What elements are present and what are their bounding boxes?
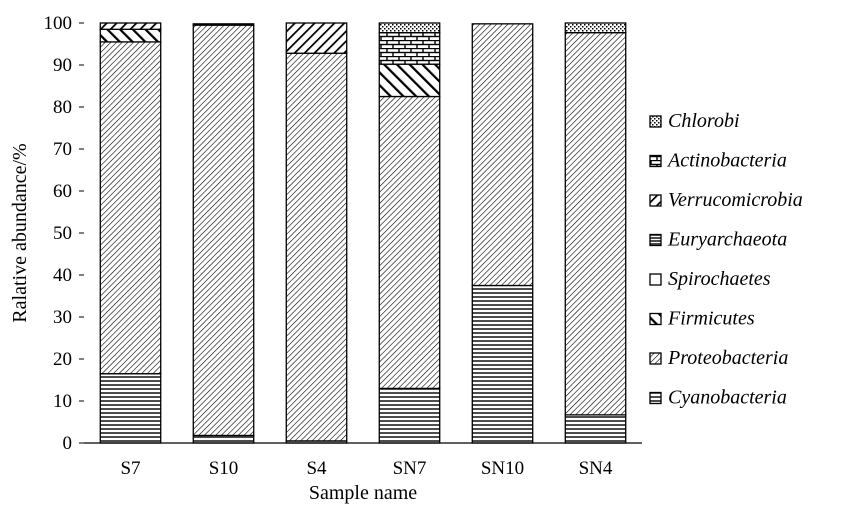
y-tick-label: 0 [63, 433, 73, 454]
bar-segment-verrucomicrobia-s4 [285, 22, 348, 54]
bar-segment-cyanobacteria-sn7 [378, 387, 441, 444]
legend-label-chlorobi: Chlorobi [668, 110, 740, 132]
bar-segment-cyanobacteria-sn10 [471, 284, 534, 444]
y-tick-label: 30 [53, 307, 72, 328]
y-tick-label: 50 [53, 223, 72, 244]
y-tick-label: 20 [53, 349, 72, 370]
bar-segment-verrucomicrobia-s10 [192, 23, 255, 26]
x-axis-title: Sample name [309, 482, 417, 504]
legend-swatch-cyanobacteria [649, 391, 662, 405]
x-tick-label-sn10: SN10 [481, 458, 524, 479]
y-tick-label: 100 [44, 13, 73, 34]
legend-swatch-actinobacteria [649, 154, 662, 168]
x-tick-label-sn4: SN4 [579, 458, 613, 479]
bar-segment-chlorobi-sn4 [564, 22, 627, 34]
legend-label-cyanobacteria: Cyanobacteria [668, 387, 787, 409]
bar-segment-proteobacteria-sn10 [471, 23, 534, 287]
x-tick-label-s4: S4 [306, 458, 327, 479]
legend-label-spirochaetes: Spirochaetes [668, 268, 771, 290]
bar-segment-cyanobacteria-s10 [192, 434, 255, 444]
legend-label-firmicutes: Firmicutes [667, 308, 755, 330]
x-axis-labels: S7 S10 S4 SN7 SN10 SN4 [120, 458, 612, 479]
legend-swatch-chlorobi [649, 115, 662, 128]
legend-swatch-euryarchaeota [649, 233, 662, 247]
y-axis-title: Ralative abundance/% [9, 143, 31, 322]
y-tick-label: 10 [53, 391, 72, 412]
legend-swatch-firmicutes [649, 312, 662, 326]
legend-swatch-verrucomicrobia [649, 194, 662, 207]
legend-label-euryarchaeota: Euryarchaeota [667, 229, 787, 251]
x-tick-label-s10: S10 [209, 458, 239, 479]
bar-segment-proteobacteria-s10 [192, 24, 255, 437]
bar-segment-chlorobi-sn7 [378, 22, 441, 34]
y-tick-label: 90 [53, 55, 72, 76]
legend-swatch-spirochaetes [649, 273, 662, 286]
bar-segment-actinobacteria-sn7 [378, 32, 441, 65]
bar-segment-verrucomicrobia-s7 [99, 22, 162, 30]
x-tick-label-sn7: SN7 [393, 458, 427, 479]
legend-swatch-proteobacteria [649, 352, 662, 365]
bar-segment-proteobacteria-s4 [285, 52, 348, 442]
legend-label-verrucomicrobia: Verrucomicrobia [668, 189, 803, 211]
y-axis-ticks: 0 10 20 30 40 50 60 70 80 90 100 [44, 13, 84, 454]
y-tick-label: 70 [53, 139, 72, 160]
legend-label-actinobacteria: Actinobacteria [666, 150, 787, 172]
legend: Chlorobi Actinobacteria Verrucomicrobia Eur… [649, 110, 803, 409]
bar-segment-firmicutes-s7 [99, 28, 162, 43]
y-tick-label: 40 [53, 265, 72, 286]
y-tick-label: 60 [53, 181, 72, 202]
x-tick-label-s7: S7 [120, 458, 140, 479]
bar-segment-proteobacteria-sn7 [378, 95, 441, 390]
y-tick-label: 80 [53, 97, 72, 118]
bar-segment-cyanobacteria-s7 [99, 373, 162, 444]
bar-segments [99, 22, 627, 444]
bar-segment-firmicutes-sn7 [378, 63, 441, 98]
bar-segment-proteobacteria-s7 [99, 41, 162, 375]
bar-segment-proteobacteria-sn4 [564, 32, 627, 416]
legend-label-proteobacteria: Proteobacteria [667, 347, 788, 369]
bar-segment-cyanobacteria-sn4 [564, 414, 627, 444]
